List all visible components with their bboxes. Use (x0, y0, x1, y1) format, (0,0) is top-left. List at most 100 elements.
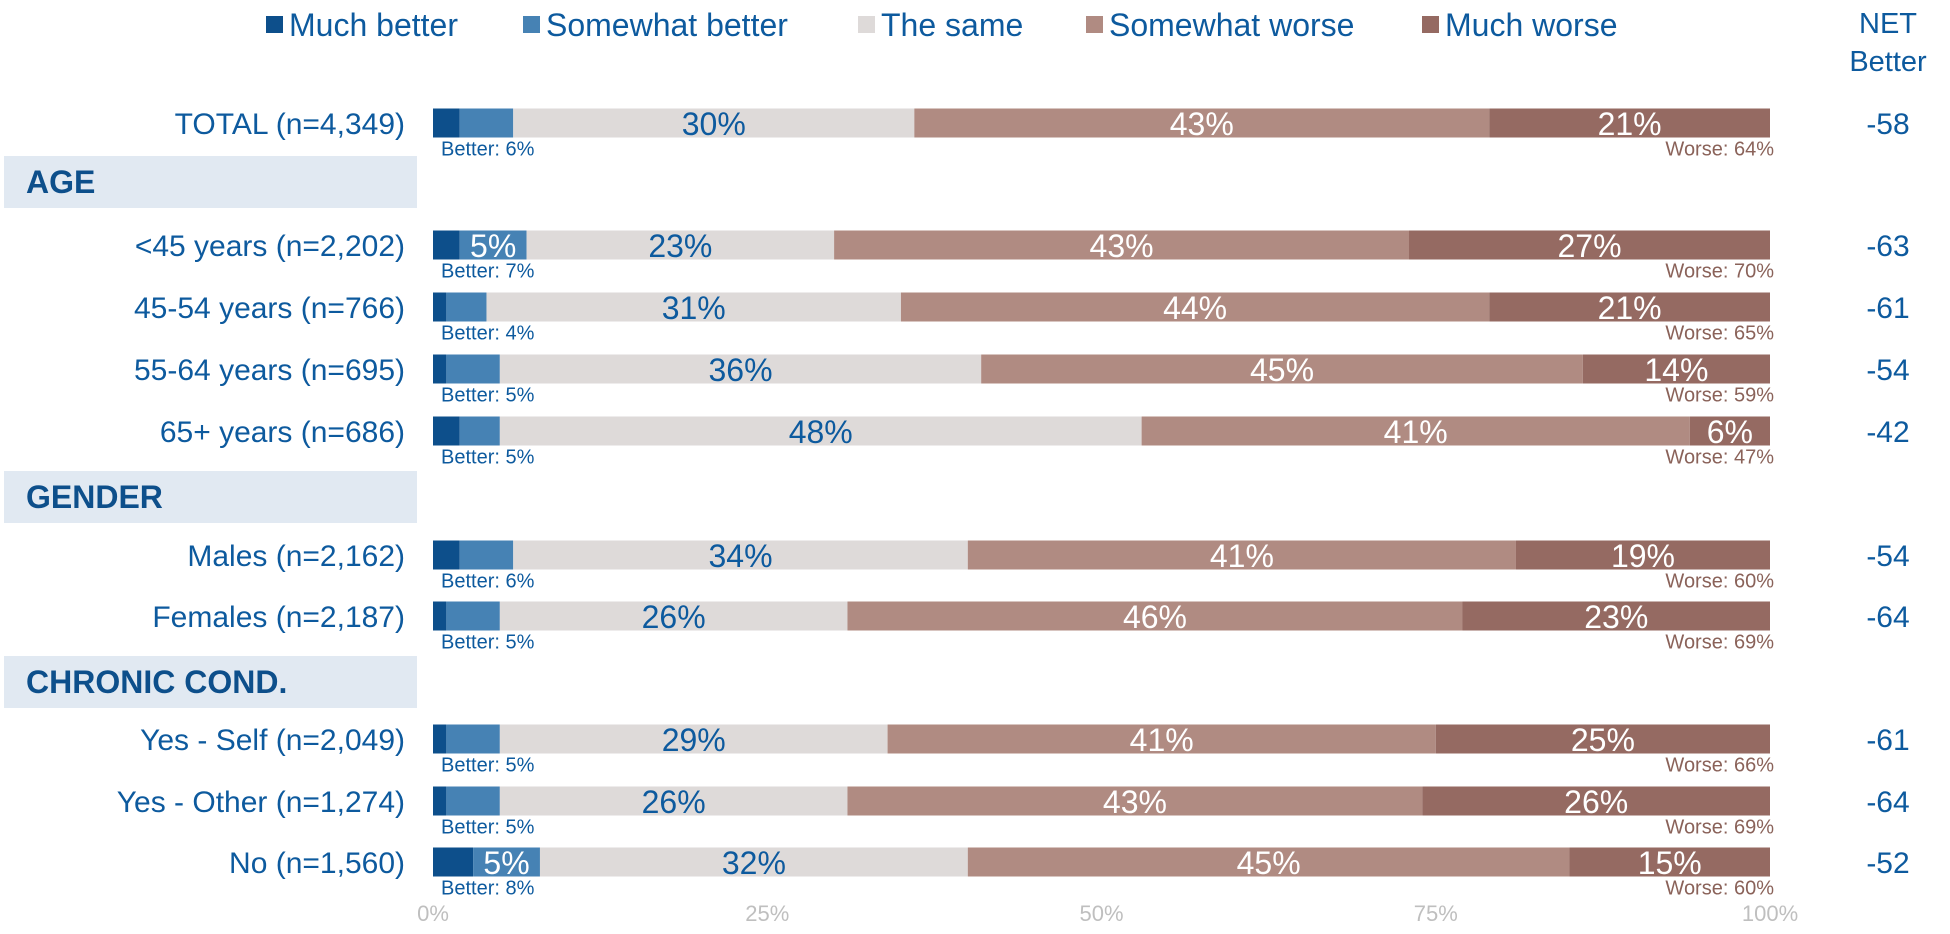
bar-value-label: 41% (1130, 722, 1194, 758)
bar-value-label: 31% (662, 290, 726, 326)
bar-segment (914, 108, 1490, 138)
bar-segment (433, 601, 447, 631)
group-label: AGE (26, 164, 95, 200)
bar-value-label: 14% (1644, 352, 1708, 388)
worse-total-label: Worse: 70% (1665, 261, 1774, 283)
bar-value-label: 26% (1564, 784, 1628, 820)
bar-segment (1582, 354, 1770, 384)
net-value: -61 (1866, 292, 1909, 325)
net-value: -54 (1866, 540, 1909, 573)
bar-segment (1489, 108, 1770, 138)
better-total-label: Better: 6% (441, 571, 535, 593)
bar-segment (433, 292, 447, 322)
bar-segment (847, 601, 1463, 631)
bar-value-label: 44% (1163, 290, 1227, 326)
bar-segment (433, 724, 447, 754)
bar-segment (887, 724, 1436, 754)
bar-segment (433, 230, 460, 260)
better-total-label: Better: 5% (441, 817, 535, 839)
bar-value-label: 43% (1103, 784, 1167, 820)
bar-segment (433, 847, 474, 877)
legend-swatch (266, 16, 283, 33)
better-total-label: Better: 5% (441, 447, 535, 469)
bar-segment (433, 540, 460, 570)
bar-segment (1409, 230, 1770, 260)
legend-swatch (1086, 16, 1103, 33)
bar-value-label: 45% (1250, 352, 1314, 388)
bar-segment (459, 540, 514, 570)
bar-segment (433, 354, 447, 384)
bar-value-label: 36% (708, 352, 772, 388)
bar-segment (459, 416, 500, 446)
bar-segment (499, 601, 848, 631)
better-total-label: Better: 7% (441, 261, 535, 283)
bar-value-label: 41% (1384, 414, 1448, 450)
bar-segment (1422, 786, 1770, 816)
net-header: NET (1859, 8, 1917, 40)
bar-segment (900, 292, 1490, 322)
bar-segment (473, 847, 540, 877)
bar-segment (433, 786, 447, 816)
bar-segment (433, 416, 460, 446)
bar-value-label: 29% (662, 722, 726, 758)
bar-value-label: 30% (682, 106, 746, 142)
category-label: TOTAL (n=4,349) (175, 108, 405, 141)
bar-segment (499, 724, 888, 754)
net-value: -52 (1866, 847, 1909, 880)
bar-segment (446, 292, 487, 322)
better-total-label: Better: 5% (441, 755, 535, 777)
net-value: -61 (1866, 724, 1909, 757)
x-tick-label: 0% (417, 901, 449, 926)
bar-segment (499, 354, 982, 384)
bar-segment (446, 354, 500, 384)
net-header: Better (1849, 46, 1927, 78)
worse-total-label: Worse: 60% (1665, 878, 1774, 900)
worse-total-label: Worse: 47% (1665, 447, 1774, 469)
group-band (4, 156, 417, 208)
better-total-label: Better: 6% (441, 139, 535, 161)
worse-total-label: Worse: 64% (1665, 139, 1774, 161)
bar-value-label: 21% (1598, 106, 1662, 142)
bar-segment (446, 601, 500, 631)
bar-segment (1435, 724, 1770, 754)
bar-value-label: 32% (722, 845, 786, 881)
bar-value-label: 5% (470, 228, 516, 264)
bar-value-label: 45% (1237, 845, 1301, 881)
bar-value-label: 46% (1123, 599, 1187, 635)
bar-segment (1689, 416, 1770, 446)
bar-value-label: 19% (1611, 538, 1675, 574)
bar-segment (1141, 416, 1690, 446)
worse-total-label: Worse: 69% (1665, 632, 1774, 654)
legend-swatch (858, 16, 875, 33)
category-label: 65+ years (n=686) (160, 416, 405, 449)
worse-total-label: Worse: 60% (1665, 571, 1774, 593)
bar-segment (446, 724, 500, 754)
x-tick-label: 50% (1079, 901, 1123, 926)
bar-value-label: 5% (483, 845, 529, 881)
x-tick-label: 75% (1414, 901, 1458, 926)
bar-value-label: 43% (1170, 106, 1234, 142)
bar-value-label: 23% (1584, 599, 1648, 635)
worse-total-label: Worse: 69% (1665, 817, 1774, 839)
net-value: -42 (1866, 416, 1909, 449)
bar-segment (486, 292, 901, 322)
legend-label: Somewhat worse (1109, 7, 1354, 43)
legend-swatch (523, 16, 540, 33)
bar-segment (1462, 601, 1770, 631)
worse-total-label: Worse: 59% (1665, 385, 1774, 407)
bar-value-label: 26% (642, 599, 706, 635)
better-total-label: Better: 8% (441, 878, 535, 900)
legend-label: Much better (289, 7, 458, 43)
net-value: -64 (1866, 786, 1909, 819)
group-label: GENDER (26, 479, 163, 515)
better-total-label: Better: 4% (441, 323, 535, 345)
bar-value-label: 48% (789, 414, 853, 450)
bar-segment (1569, 847, 1770, 877)
net-value: -58 (1866, 108, 1909, 141)
net-value: -63 (1866, 230, 1909, 263)
category-label: Females (n=2,187) (152, 601, 405, 634)
bar-segment (499, 786, 848, 816)
category-label: No (n=1,560) (229, 847, 405, 880)
bar-value-label: 15% (1638, 845, 1702, 881)
